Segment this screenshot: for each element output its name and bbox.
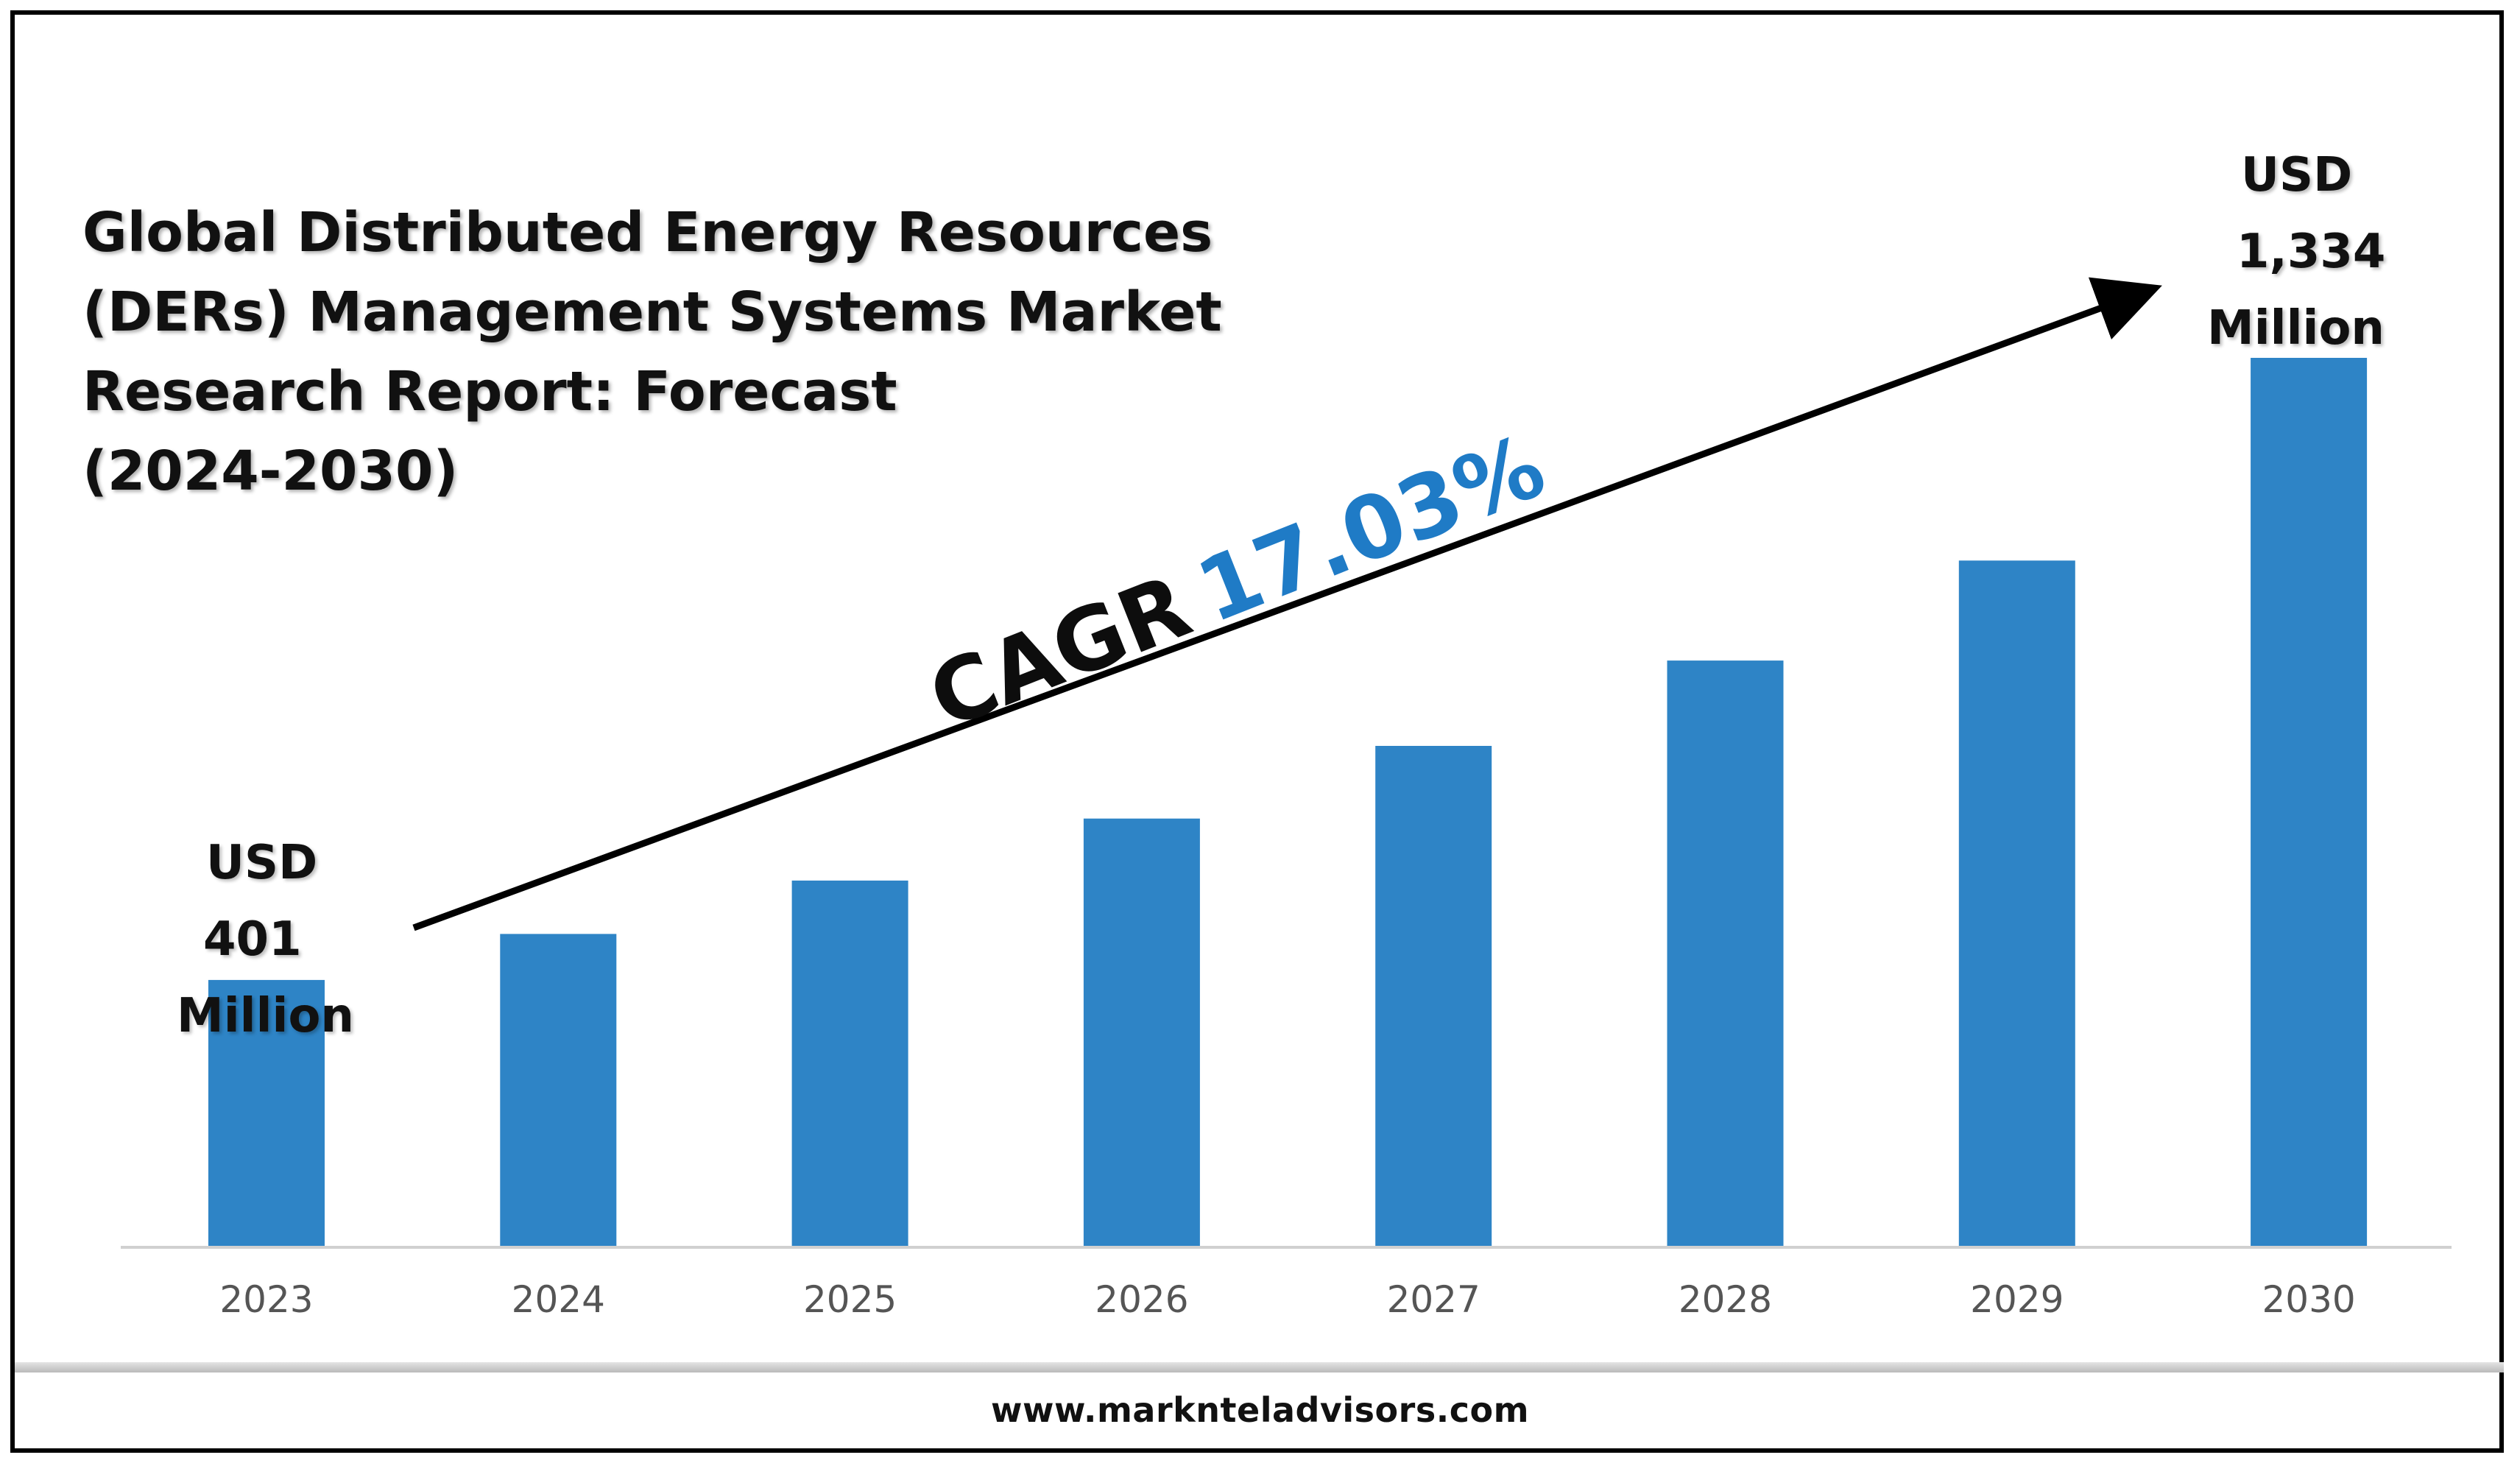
start-unit-label: Million: [177, 989, 354, 1043]
bar-2028: [1667, 660, 1784, 1247]
end-unit-label: Million: [2207, 301, 2385, 356]
start-value-label: 401: [203, 912, 302, 967]
bar-2029: [1958, 560, 2075, 1247]
x-tick-label-2029: 2029: [1970, 1278, 2064, 1321]
bar-2025: [791, 880, 908, 1247]
start-value-callout: USD 401 Million: [177, 825, 354, 1054]
bar-2023: [208, 979, 325, 1247]
chart-title: Global Distributed Energy Resources (DER…: [82, 201, 1222, 503]
x-tick-label-2023: 2023: [219, 1278, 313, 1321]
x-tick-label-2030: 2030: [2262, 1278, 2355, 1321]
x-tick-label-2028: 2028: [1679, 1278, 1772, 1321]
x-tick-label-2027: 2027: [1387, 1278, 1480, 1321]
end-value-label: 1,334: [2237, 225, 2386, 279]
cagr-arrow: [412, 277, 2162, 931]
x-tick-labels: 2023 2024 2025 2026 2027 2028 2029 2030: [219, 1278, 2355, 1321]
footer-website-link[interactable]: www.marknteladvisors.com: [990, 1390, 1530, 1430]
x-tick-label-2024: 2024: [512, 1278, 605, 1321]
bar-2024: [500, 934, 617, 1247]
bar-2027: [1375, 746, 1492, 1247]
bar-2030: [2251, 358, 2368, 1247]
bar-2026: [1083, 818, 1200, 1247]
end-currency-label: USD: [2241, 148, 2353, 202]
start-currency-label: USD: [206, 836, 318, 890]
x-tick-label-2025: 2025: [803, 1278, 897, 1321]
chart-frame: [10, 10, 2504, 1453]
footer-divider: [15, 1362, 2504, 1372]
x-tick-label-2026: 2026: [1095, 1278, 1188, 1321]
end-value-callout: USD 1,334 Million: [2207, 137, 2385, 367]
bars-layer: [208, 358, 2368, 1247]
